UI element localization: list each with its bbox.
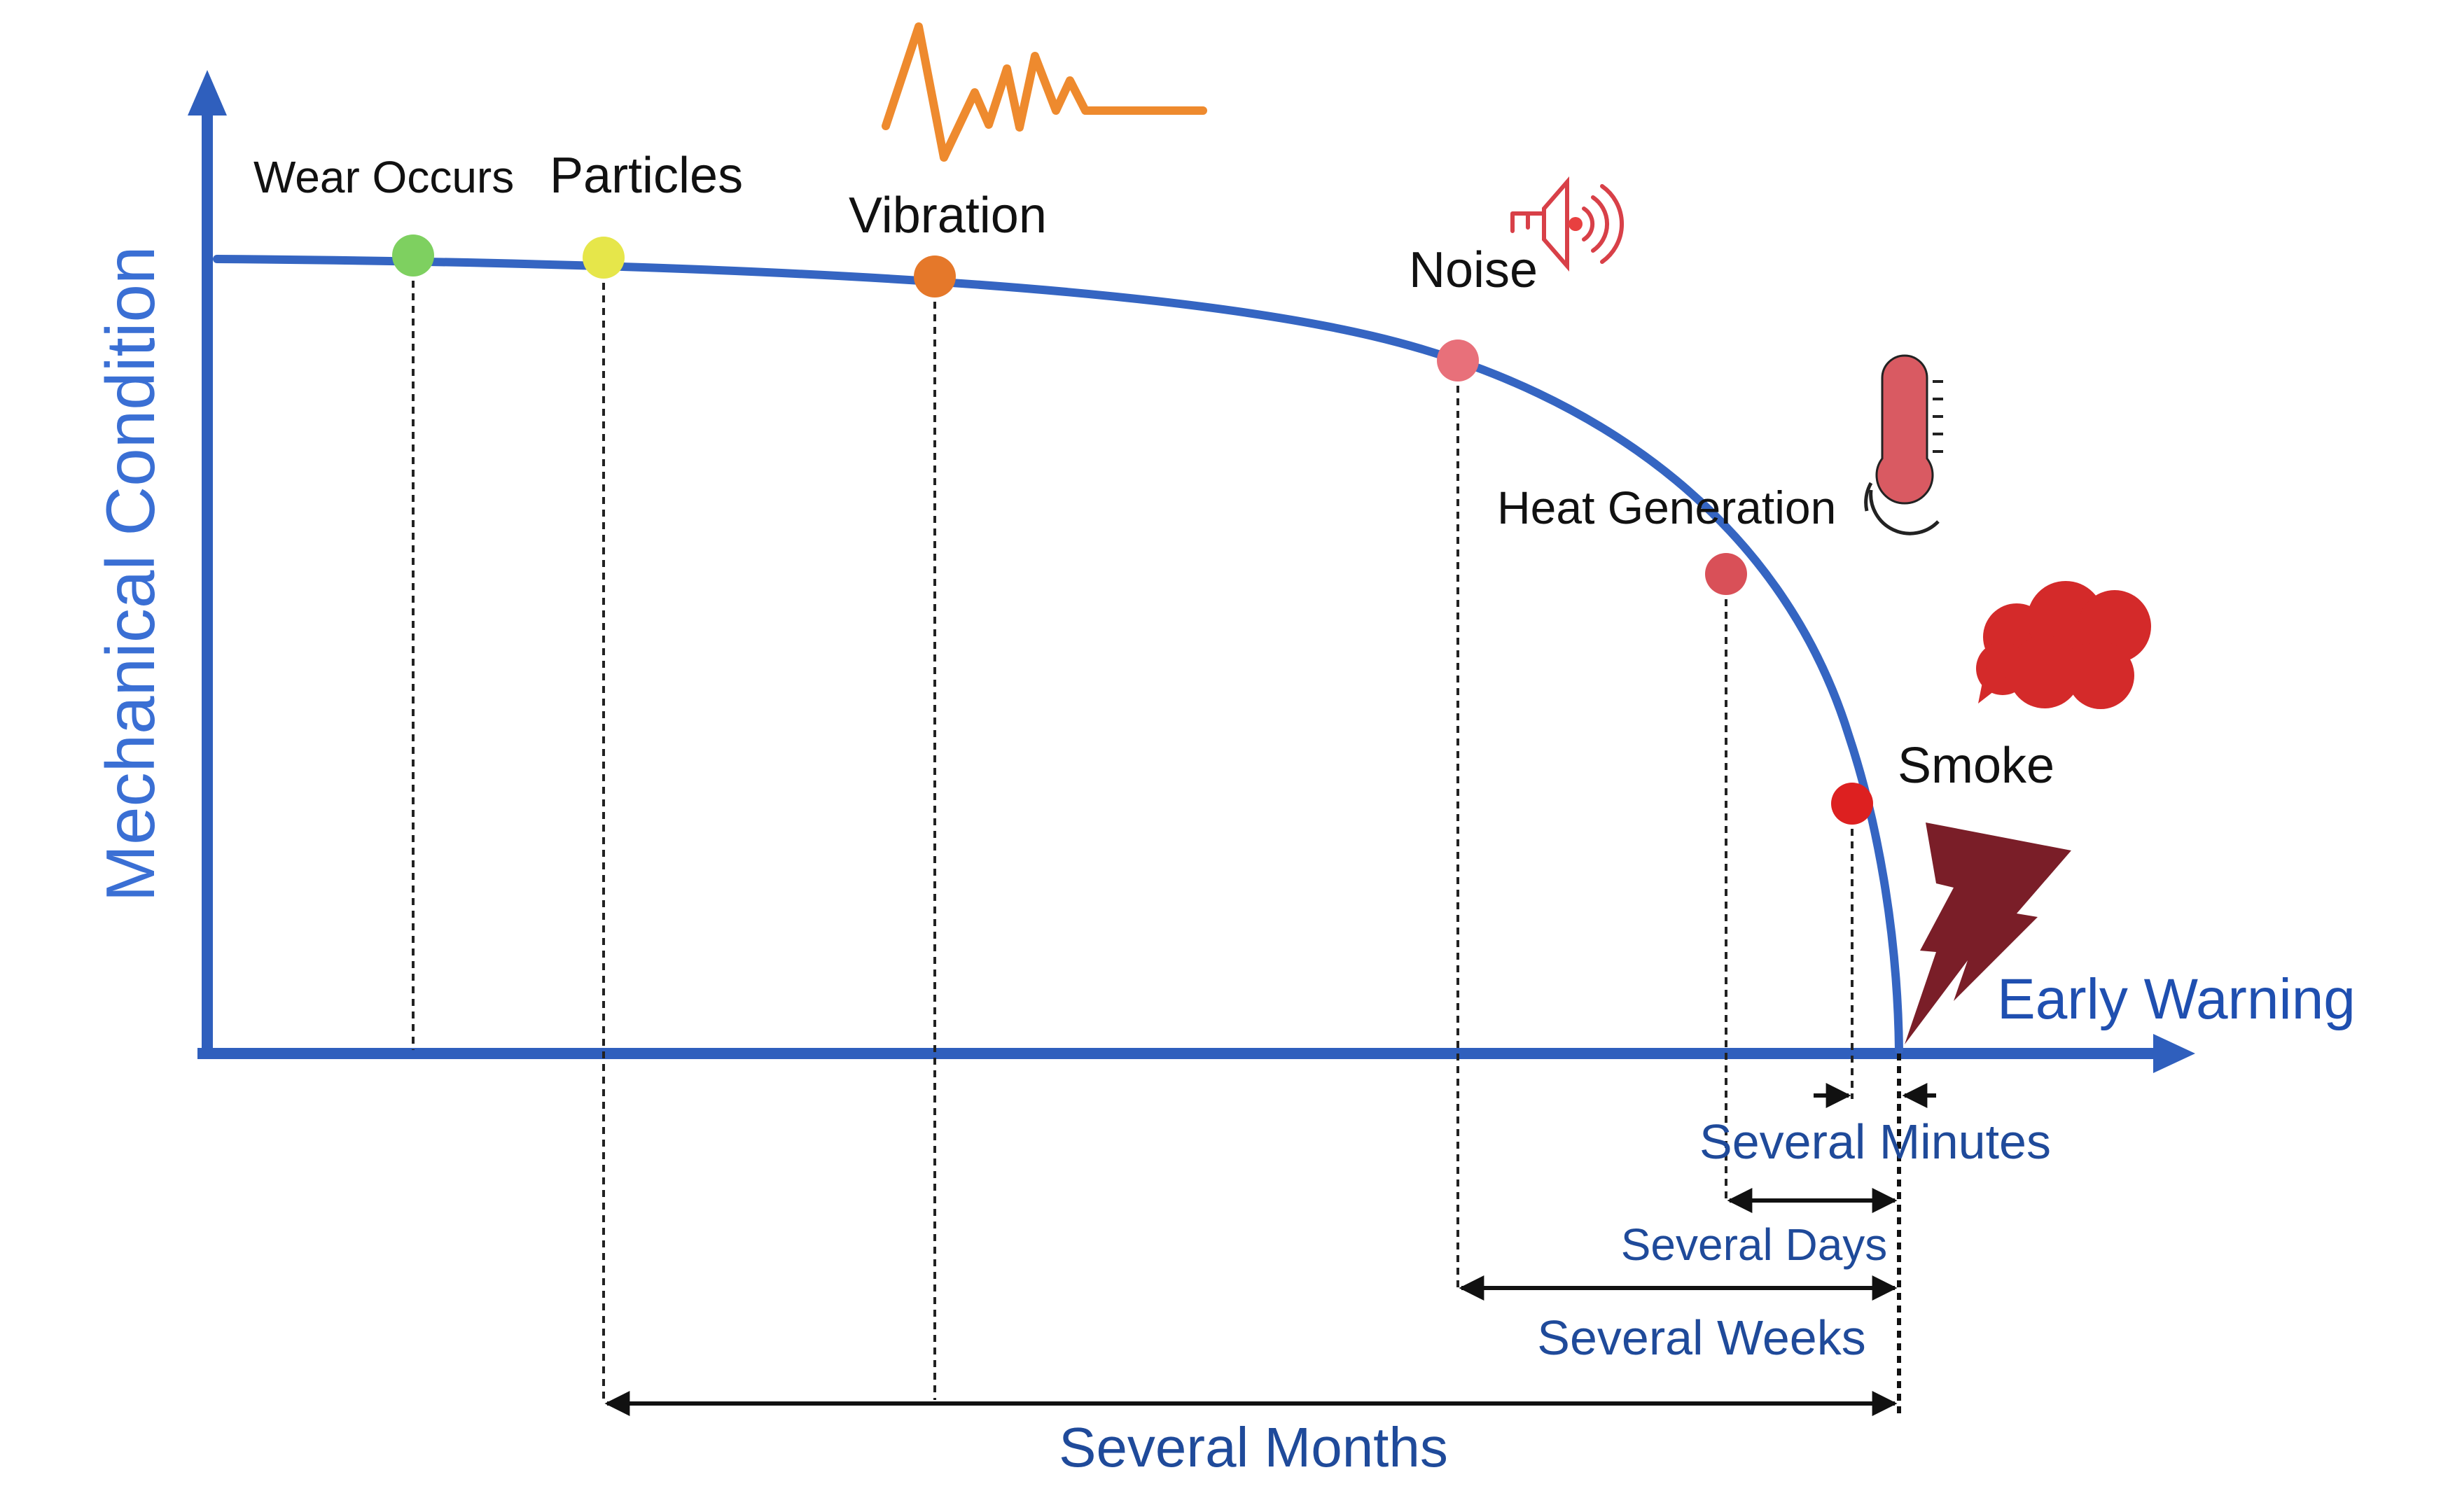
speaker-icon xyxy=(1510,176,1624,272)
guide-lines xyxy=(412,255,1854,1404)
label-several-months: Several Months xyxy=(1059,1416,1448,1478)
y-axis-label: Mechanical Condition xyxy=(92,246,169,902)
label-several-days: Several Days xyxy=(1621,1219,1888,1270)
point-smoke xyxy=(1831,783,1873,825)
thermometer-icon xyxy=(1864,354,1943,536)
label-noise: Noise xyxy=(1409,242,1538,298)
label-smoke: Smoke xyxy=(1898,738,2054,794)
label-heat-generation: Heat Generation xyxy=(1497,482,1836,533)
point-heat-generation xyxy=(1705,553,1747,595)
label-wear-occurs: Wear Occurs xyxy=(253,152,514,202)
point-wear-occurs xyxy=(392,234,434,276)
smoke-cloud-icon xyxy=(1976,581,2151,709)
lightning-bolt-icon xyxy=(1905,822,2071,1044)
point-particles xyxy=(583,237,625,279)
point-vibration xyxy=(914,255,956,298)
x-axis-arrowhead xyxy=(2153,1034,2195,1073)
time-span-arrows xyxy=(604,1083,1936,1416)
label-vibration: Vibration xyxy=(849,188,1047,244)
y-axis-arrowhead xyxy=(188,70,227,115)
label-several-minutes: Several Minutes xyxy=(1699,1114,2051,1169)
point-noise xyxy=(1437,340,1479,382)
degradation-curve xyxy=(213,255,1903,1054)
label-several-weeks: Several Weeks xyxy=(1537,1310,1865,1365)
vibration-waveform-icon xyxy=(882,22,1207,162)
early-warning-label: Early Warning xyxy=(1997,967,2356,1031)
label-particles: Particles xyxy=(550,148,743,204)
